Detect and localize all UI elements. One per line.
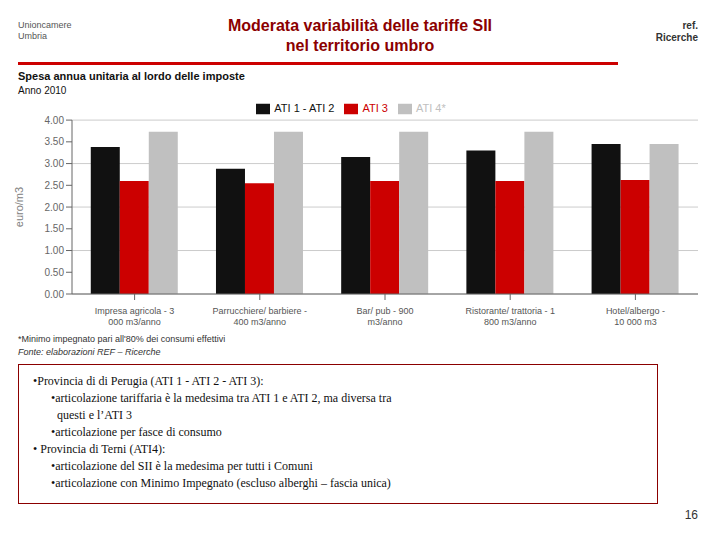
svg-text:Bar/ pub - 900m3/anno: Bar/ pub - 900m3/anno [356, 306, 413, 327]
html-text:Anno 2010: Anno 2010 [18, 85, 67, 96]
svg-text:4.00: 4.00 [45, 115, 65, 126]
svg-text:0.00: 0.00 [45, 289, 65, 300]
html-text:Fonte: elaborazioni REF – Rice: Fonte: elaborazioni REF – Ricerche [18, 347, 161, 357]
svg-text:Impresa agricola - 3000 m3/ann: Impresa agricola - 3000 m3/anno [95, 306, 175, 327]
html-text:Ricerche: Ricerche [655, 32, 698, 43]
html-text:Unioncamere: Unioncamere [18, 20, 72, 30]
html-text:nel territorio umbro: nel territorio umbro [285, 37, 435, 54]
html-text:Moderata variabilità delle tar: Moderata variabilità delle tariffe SII [228, 17, 492, 34]
html-text:Umbria: Umbria [18, 31, 47, 41]
svg-text:3.00: 3.00 [45, 158, 65, 169]
html-text:•Provincia di di Perugia (ATI: •Provincia di di Perugia (ATI 1 - ATI 2 … [33, 374, 392, 490]
html-text:16: 16 [684, 508, 698, 522]
svg-text:1.50: 1.50 [45, 223, 65, 234]
html-text:ATI 4*: ATI 4* [415, 102, 446, 114]
svg-text:Parrucchiere/ barbiere -400 m3: Parrucchiere/ barbiere -400 m3/anno [213, 306, 308, 327]
svg-text:2.00: 2.00 [45, 202, 65, 213]
svg-text:1.00: 1.00 [45, 245, 65, 256]
svg-text:3.50: 3.50 [45, 136, 65, 147]
svg-text:euro/m3: euro/m3 [13, 187, 25, 227]
html-text:*Minimo impegnato pari all'80%: *Minimo impegnato pari all'80% dei consu… [18, 334, 226, 344]
svg-text:2.50: 2.50 [45, 180, 65, 191]
html-text:ref.: ref. [682, 20, 698, 31]
svg-text:0.50: 0.50 [45, 267, 65, 278]
svg-text:Hotel/albergo -10 000 m3: Hotel/albergo -10 000 m3 [606, 306, 665, 327]
html-text:ATI 3: ATI 3 [362, 102, 388, 114]
html-text:ATI 1 - ATI 2: ATI 1 - ATI 2 [274, 102, 335, 114]
svg-text:Ristorante/ trattoria - 1800 m: Ristorante/ trattoria - 1800 m3/anno [465, 306, 555, 327]
html-text:Spesa annua unitaria al lordo: Spesa annua unitaria al lordo delle impo… [18, 70, 245, 82]
